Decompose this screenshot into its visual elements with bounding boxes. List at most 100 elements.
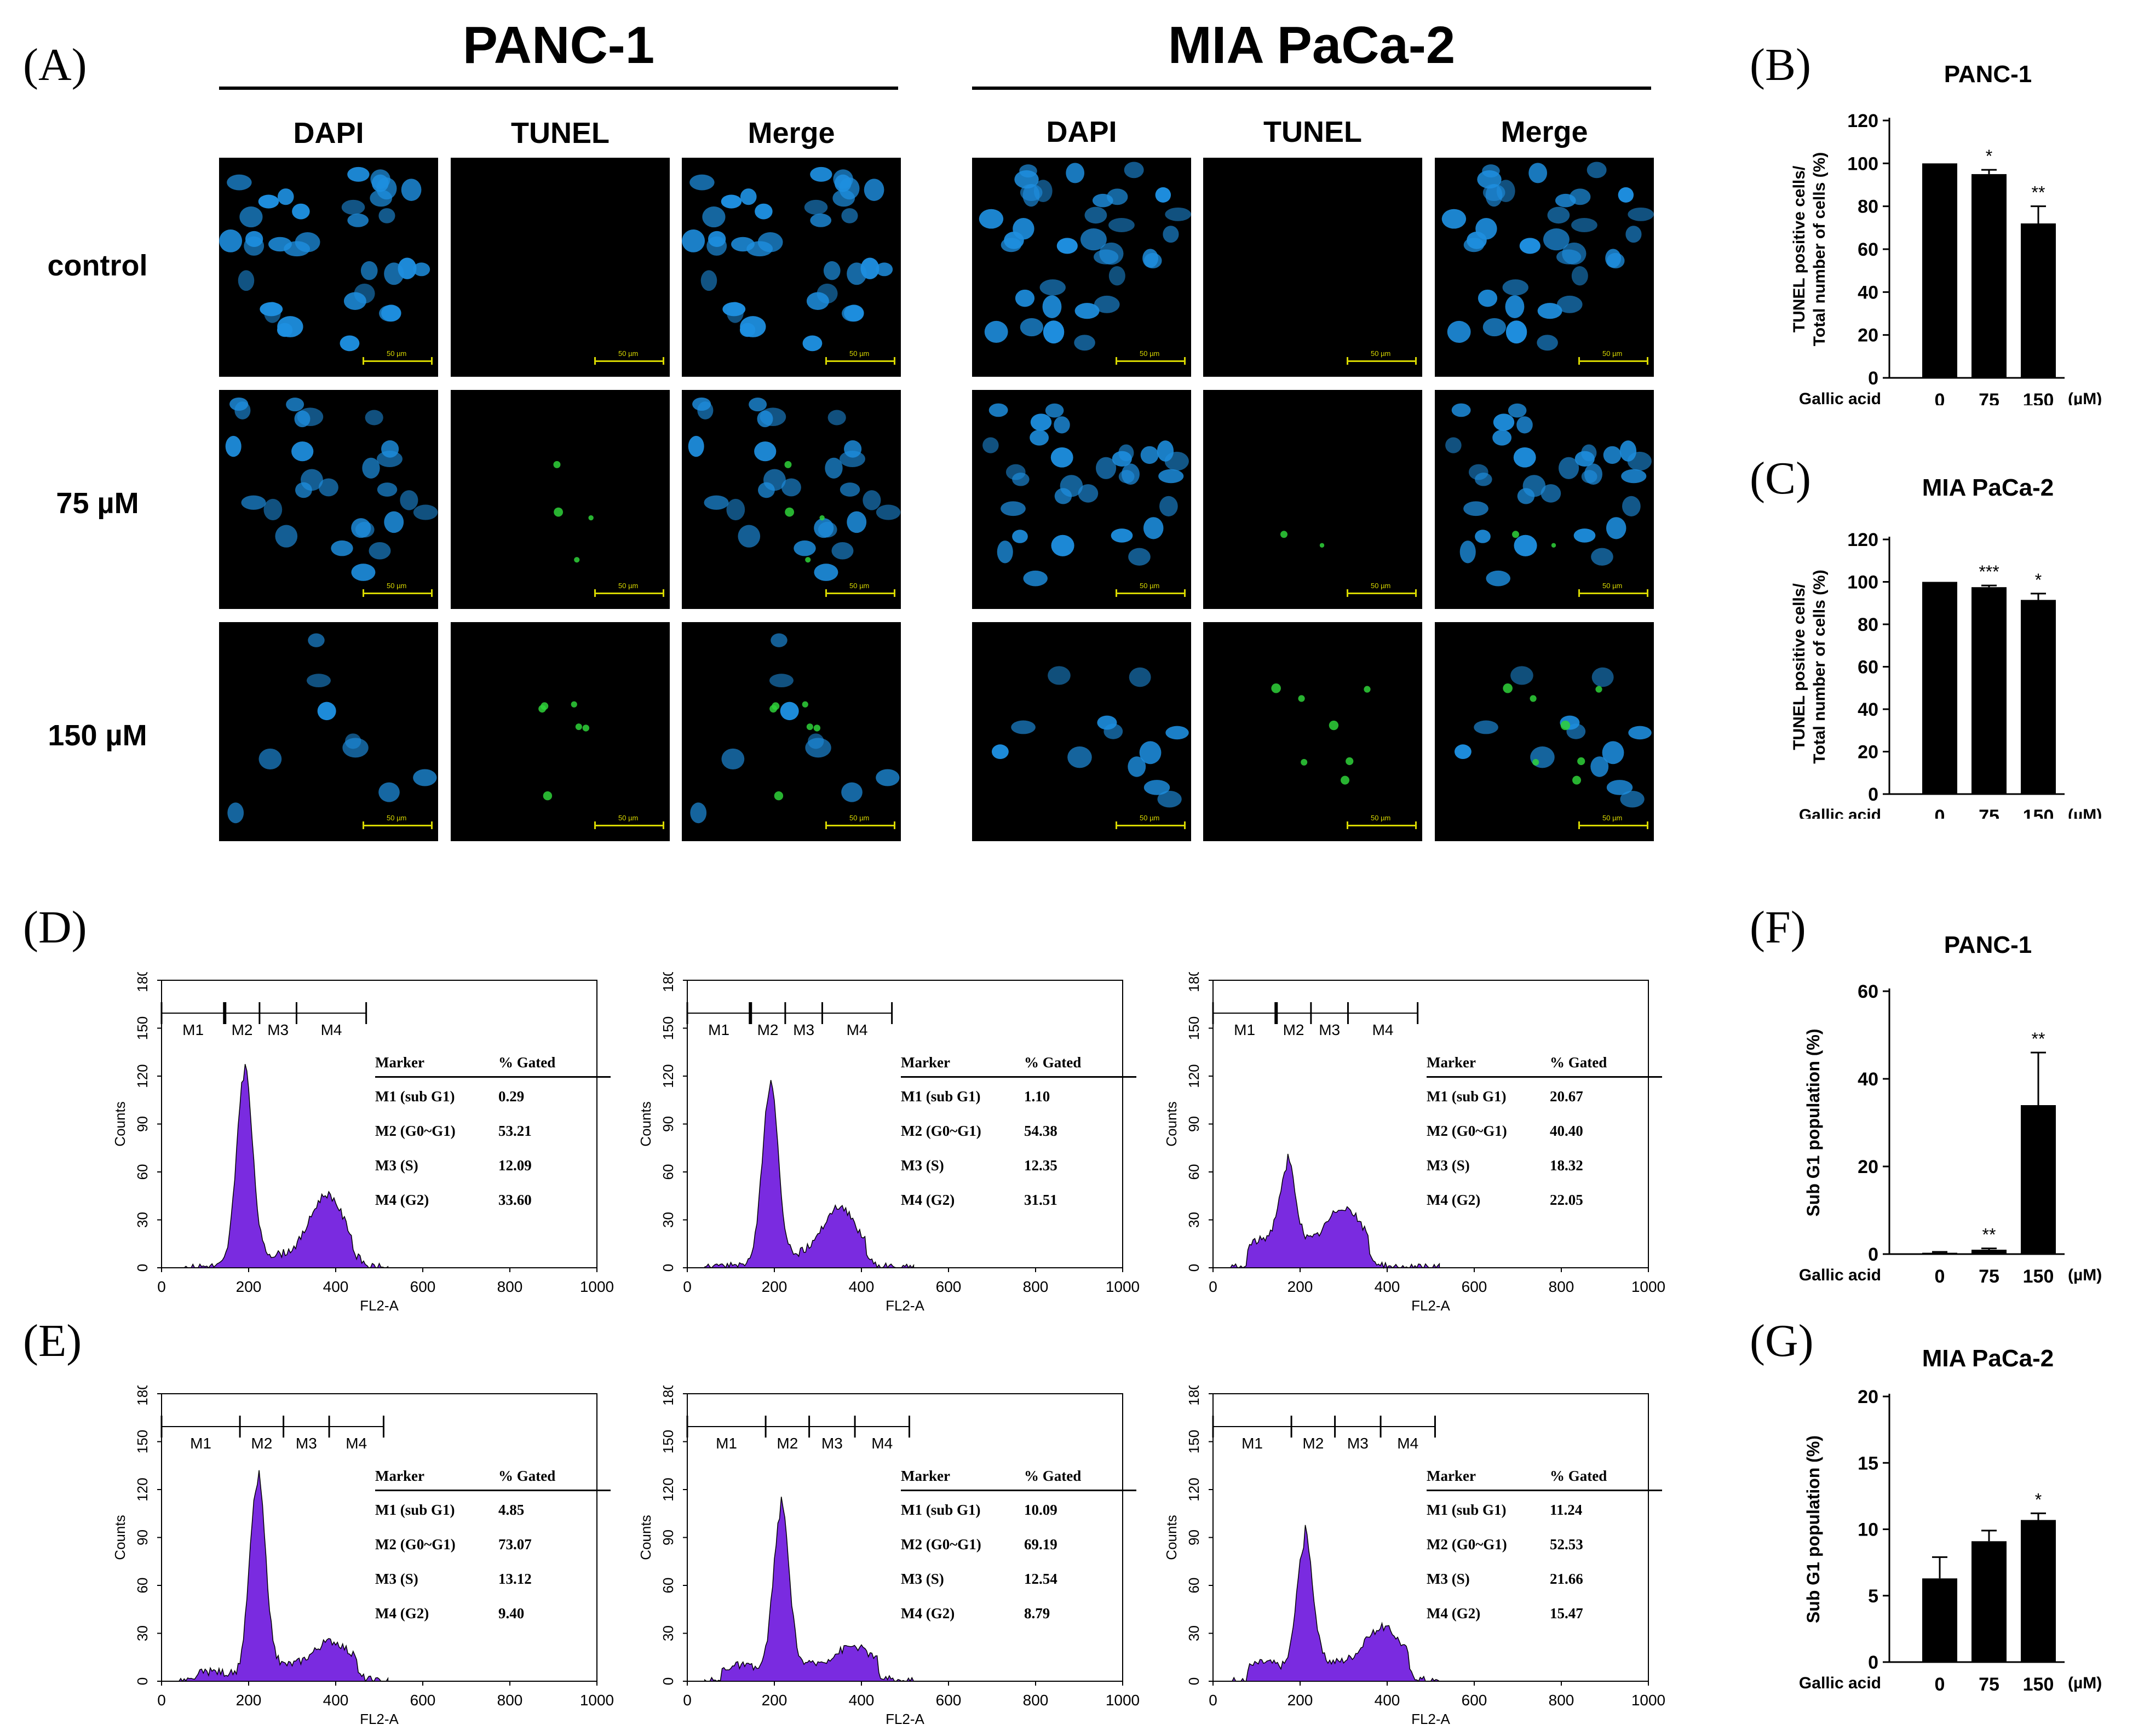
nucleus <box>295 232 320 252</box>
nucleus <box>295 482 312 498</box>
marker-label: M2 <box>1283 1021 1304 1038</box>
y-tick-label: 0 <box>1868 1244 1878 1265</box>
nucleus <box>1139 741 1162 764</box>
nucleus <box>1587 162 1607 179</box>
nucleus <box>1628 726 1652 740</box>
y-axis-label-line1: TUNEL positive cells/ <box>1790 583 1808 750</box>
row-marker: M1 (sub G1) <box>901 1088 981 1105</box>
scale-bar <box>1116 589 1186 597</box>
header-gated: % Gated <box>1550 1054 1607 1071</box>
y-axis-label: Counts <box>1163 1515 1180 1560</box>
x-axis-label: FL2-A <box>1411 1297 1450 1314</box>
tunel-spot <box>1560 720 1571 731</box>
marker-label: M1 <box>190 1435 211 1452</box>
tunel-spot <box>813 725 821 732</box>
nucleus <box>769 674 794 688</box>
nucleus <box>771 633 788 647</box>
header-gated: % Gated <box>1550 1468 1607 1484</box>
nucleus <box>1054 416 1070 434</box>
nucleus <box>244 236 265 256</box>
scale-bar <box>363 589 433 597</box>
nucleus <box>1157 440 1174 462</box>
scale-bar-label: 50 µm <box>849 349 870 358</box>
nucleus <box>258 194 279 209</box>
nucleus <box>1048 666 1071 685</box>
nucleus <box>1482 318 1506 337</box>
nucleus <box>1447 320 1471 343</box>
row-marker: M1 (sub G1) <box>375 1502 455 1518</box>
nucleus <box>876 769 900 786</box>
x-tick-label: 200 <box>762 1692 788 1709</box>
header-gated: % Gated <box>498 1468 556 1484</box>
nucleus <box>726 498 745 521</box>
nucleus <box>1459 541 1476 564</box>
y-tick-label: 15 <box>1858 1453 1878 1474</box>
row-marker: M2 (G0~G1) <box>1427 1536 1507 1553</box>
marker-label: M3 <box>1347 1435 1369 1452</box>
scale-bar-label: 50 µm <box>387 349 407 358</box>
nucleus <box>1054 488 1072 504</box>
nucleus <box>1620 791 1645 808</box>
y-tick-label: 180 <box>1186 972 1202 992</box>
row-marker: M2 (G0~G1) <box>901 1123 981 1139</box>
row-marker: M1 (sub G1) <box>1427 1088 1507 1105</box>
histogram-e-2: 0 200 400 600 800 1000 FL2-A 0 30 60 90 120 150 180 Co… <box>1163 1386 1665 1727</box>
x-tick-label: 1000 <box>580 1278 614 1295</box>
nucleus <box>1571 266 1588 286</box>
nucleus <box>354 283 375 304</box>
x-axis-label: FL2-A <box>360 1711 399 1727</box>
scale-bar <box>825 821 895 829</box>
nucleus <box>234 401 251 419</box>
y-tick-label: 80 <box>1858 614 1878 635</box>
marker-label: M1 <box>182 1021 204 1038</box>
marker-label: M4 <box>1397 1435 1418 1452</box>
nucleus <box>690 802 707 824</box>
significance-mark: ** <box>2032 1029 2045 1049</box>
panel-label-e: (E) <box>23 1315 82 1366</box>
x-tick-label: 0 <box>157 1278 166 1295</box>
x-tick-label: 0 <box>1935 806 1945 819</box>
header-marker: Marker <box>1427 1468 1476 1484</box>
nucleus <box>864 179 884 201</box>
panel-label-c: (C) <box>1750 453 1811 504</box>
bar-75 <box>1971 1250 2007 1254</box>
y-tick-label: 10 <box>1858 1520 1878 1540</box>
tunel-spot <box>1530 695 1537 702</box>
scale-bar-label: 50 µm <box>387 814 407 822</box>
tunel-spot <box>582 725 590 732</box>
tunel-spot <box>1532 758 1539 766</box>
nucleus <box>1581 444 1597 462</box>
nucleus <box>780 702 799 721</box>
significance-mark: *** <box>1979 562 1999 582</box>
nucleus <box>1618 187 1634 203</box>
histogram-area <box>704 1080 915 1269</box>
row-marker: M4 (G2) <box>1427 1192 1481 1208</box>
nucleus <box>757 232 783 252</box>
row-gated-value: 18.32 <box>1550 1157 1583 1174</box>
y-tick-label: 60 <box>660 1578 676 1594</box>
row-gated-value: 12.54 <box>1024 1571 1057 1587</box>
chart-title: MIA PaCa-2 <box>1922 474 2054 501</box>
nucleus <box>1441 209 1467 229</box>
nucleus <box>1155 187 1171 203</box>
micrograph-panc1-tunel-row0: 50 µm <box>451 158 670 377</box>
x-axis-label: Gallic acid <box>1799 806 1881 819</box>
row-gated-value: 52.53 <box>1550 1536 1583 1553</box>
chart-title: PANC-1 <box>1944 932 2032 958</box>
tunel-spot <box>1346 757 1354 766</box>
bar-0 <box>1922 582 1957 794</box>
nucleus <box>688 435 704 457</box>
nucleus <box>370 189 393 207</box>
x-tick-label: 600 <box>410 1692 436 1709</box>
row-label-150um: 150 µM <box>48 719 147 752</box>
bar-chart-g: MIA PaCa-2 0 5 10 15 20 Sub G1 population (%) 0… <box>1799 1345 2102 1695</box>
row-gated-value: 8.79 <box>1024 1605 1050 1622</box>
tunel-spot <box>554 507 564 517</box>
nucleus <box>984 320 1008 343</box>
x-tick-label: 0 <box>683 1692 692 1709</box>
micrograph-panc1-merge-row0: 50 µm <box>682 158 901 377</box>
table-divider <box>901 1076 1136 1078</box>
y-tick-label: 60 <box>1858 657 1878 678</box>
panc1-group-rule <box>219 87 898 90</box>
header-gated: % Gated <box>498 1054 556 1071</box>
